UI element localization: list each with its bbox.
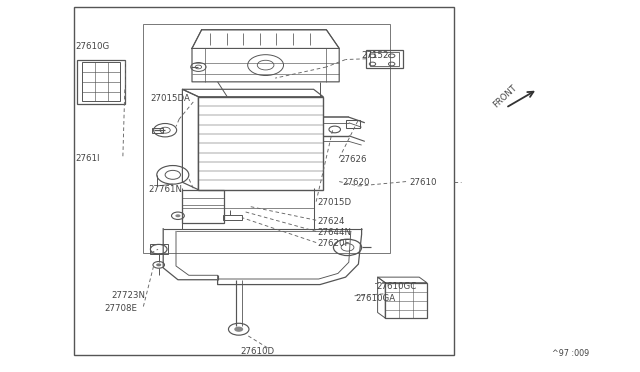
Text: 27610GA: 27610GA	[356, 294, 396, 303]
Bar	[143, 24, 390, 253]
Text: 27620F: 27620F	[317, 239, 350, 248]
Bar	[77, 60, 125, 104]
Bar	[385, 283, 427, 318]
Text: 27610G: 27610G	[76, 42, 110, 51]
Text: 2761I: 2761I	[76, 154, 100, 163]
Circle shape	[234, 327, 243, 332]
Text: 27723N: 27723N	[111, 291, 145, 300]
Bar	[366, 50, 403, 68]
Text: 27610D: 27610D	[241, 347, 275, 356]
Text: 27152: 27152	[362, 51, 389, 60]
Bar	[346, 120, 360, 128]
Text: 27624: 27624	[317, 217, 345, 226]
Text: 27610GC: 27610GC	[376, 282, 417, 291]
Text: 27626: 27626	[339, 155, 367, 164]
Text: 27644N: 27644N	[317, 228, 351, 237]
Bar	[74, 7, 454, 355]
Text: 27620: 27620	[342, 178, 370, 187]
Text: 27708E: 27708E	[104, 304, 138, 313]
Bar	[182, 190, 224, 223]
Text: 27761N: 27761N	[148, 185, 182, 194]
Bar	[370, 52, 399, 66]
Circle shape	[175, 214, 180, 217]
Circle shape	[156, 263, 161, 266]
Bar	[82, 62, 120, 101]
Bar	[152, 128, 163, 133]
Text: 27015DA: 27015DA	[150, 94, 190, 103]
Text: ^97 :009: ^97 :009	[552, 349, 589, 358]
Bar	[198, 97, 323, 190]
Bar	[223, 215, 242, 220]
Text: 27610: 27610	[410, 178, 437, 187]
Text: FRONT: FRONT	[491, 83, 518, 109]
Bar	[150, 244, 168, 254]
Text: 27015D: 27015D	[317, 198, 351, 207]
